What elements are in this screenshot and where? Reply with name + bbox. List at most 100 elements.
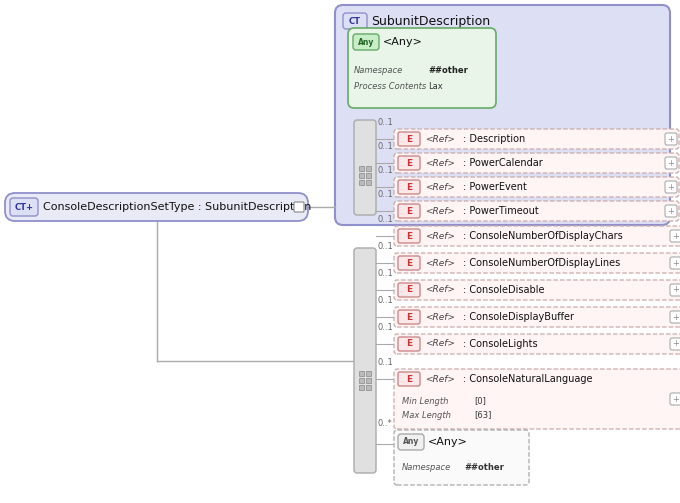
FancyBboxPatch shape [665, 133, 677, 145]
Text: E: E [406, 183, 412, 192]
Text: E: E [406, 158, 412, 167]
Text: <Ref>: <Ref> [425, 183, 455, 192]
Text: : PowerEvent: : PowerEvent [463, 182, 527, 192]
FancyBboxPatch shape [343, 13, 367, 29]
FancyBboxPatch shape [398, 204, 420, 218]
Text: E: E [406, 286, 412, 294]
Text: E: E [406, 312, 412, 321]
FancyBboxPatch shape [665, 157, 677, 169]
FancyBboxPatch shape [354, 120, 376, 215]
FancyBboxPatch shape [394, 201, 679, 221]
FancyBboxPatch shape [394, 430, 529, 485]
Bar [359, 378, 364, 383]
FancyBboxPatch shape [398, 132, 420, 146]
Text: +: + [668, 183, 675, 192]
FancyBboxPatch shape [394, 307, 680, 327]
Text: CT: CT [349, 17, 361, 26]
FancyBboxPatch shape [354, 248, 376, 473]
FancyBboxPatch shape [670, 338, 680, 350]
FancyBboxPatch shape [10, 198, 38, 216]
Text: <Any>: <Any> [383, 37, 423, 47]
Text: E: E [406, 375, 412, 383]
Text: <Ref>: <Ref> [425, 312, 455, 321]
FancyBboxPatch shape [394, 129, 679, 149]
Text: ConsoleDescriptionSetType : SubunitDescription: ConsoleDescriptionSetType : SubunitDescr… [43, 202, 311, 212]
FancyBboxPatch shape [294, 202, 304, 212]
FancyBboxPatch shape [670, 257, 680, 269]
Bar [366, 378, 371, 383]
Text: 0..1: 0..1 [378, 358, 394, 367]
Bar [359, 371, 364, 376]
FancyBboxPatch shape [394, 153, 679, 173]
FancyBboxPatch shape [394, 177, 679, 197]
Bar [359, 173, 364, 178]
Text: E: E [406, 231, 412, 240]
Text: : ConsoleDisplayBuffer: : ConsoleDisplayBuffer [463, 312, 574, 322]
Text: E: E [406, 134, 412, 143]
Bar [359, 385, 364, 390]
FancyBboxPatch shape [398, 256, 420, 270]
Text: : ConsoleLights: : ConsoleLights [463, 339, 538, 349]
Bar [366, 371, 371, 376]
FancyBboxPatch shape [394, 253, 680, 273]
FancyBboxPatch shape [335, 5, 670, 225]
Text: Namespace: Namespace [354, 65, 403, 74]
Text: Any: Any [358, 38, 374, 46]
Text: 0..1: 0..1 [378, 269, 394, 278]
FancyBboxPatch shape [398, 156, 420, 170]
FancyBboxPatch shape [394, 369, 680, 429]
Bar [366, 180, 371, 185]
Text: <Ref>: <Ref> [425, 340, 455, 349]
Text: E: E [406, 207, 412, 215]
FancyBboxPatch shape [670, 230, 680, 242]
FancyBboxPatch shape [665, 205, 677, 217]
Text: 0..1: 0..1 [378, 190, 394, 199]
Text: +: + [673, 312, 679, 321]
Text: <Ref>: <Ref> [425, 259, 455, 268]
FancyBboxPatch shape [670, 393, 680, 405]
Text: +: + [668, 158, 675, 167]
FancyBboxPatch shape [394, 280, 680, 300]
FancyBboxPatch shape [665, 181, 677, 193]
Bar [359, 166, 364, 171]
FancyBboxPatch shape [398, 337, 420, 351]
Text: ##other: ##other [464, 463, 504, 472]
Text: [63]: [63] [474, 410, 492, 420]
Text: E: E [406, 259, 412, 268]
Text: +: + [673, 231, 679, 240]
Text: : PowerCalendar: : PowerCalendar [463, 158, 543, 168]
Bar [366, 173, 371, 178]
Text: +: + [673, 340, 679, 349]
Text: Namespace: Namespace [402, 463, 452, 472]
Text: : PowerTimeout: : PowerTimeout [463, 206, 539, 216]
FancyBboxPatch shape [670, 284, 680, 296]
FancyBboxPatch shape [670, 311, 680, 323]
Text: : ConsoleNaturalLanguage: : ConsoleNaturalLanguage [463, 374, 592, 384]
Text: +: + [673, 286, 679, 294]
FancyBboxPatch shape [398, 372, 420, 386]
Text: +: + [673, 259, 679, 268]
FancyBboxPatch shape [398, 180, 420, 194]
Bar [366, 166, 371, 171]
Text: : Description: : Description [463, 134, 525, 144]
Text: 0..1: 0..1 [378, 166, 394, 175]
Text: : ConsoleDisable: : ConsoleDisable [463, 285, 545, 295]
Text: +: + [668, 134, 675, 143]
Text: 0..1: 0..1 [378, 323, 394, 332]
Text: +: + [673, 394, 679, 403]
FancyBboxPatch shape [398, 229, 420, 243]
Bar [366, 385, 371, 390]
Text: 0..1: 0..1 [378, 296, 394, 305]
FancyBboxPatch shape [398, 283, 420, 297]
Text: Max Length: Max Length [402, 410, 451, 420]
Text: <Ref>: <Ref> [425, 286, 455, 294]
Text: : ConsoleNumberOfDisplayChars: : ConsoleNumberOfDisplayChars [463, 231, 623, 241]
FancyBboxPatch shape [5, 193, 308, 221]
Text: Lax: Lax [428, 81, 443, 91]
FancyBboxPatch shape [353, 34, 379, 50]
Text: 0..*: 0..* [378, 419, 393, 428]
FancyBboxPatch shape [398, 434, 424, 450]
Text: E: E [406, 340, 412, 349]
Bar [359, 180, 364, 185]
Text: +: + [668, 207, 675, 215]
